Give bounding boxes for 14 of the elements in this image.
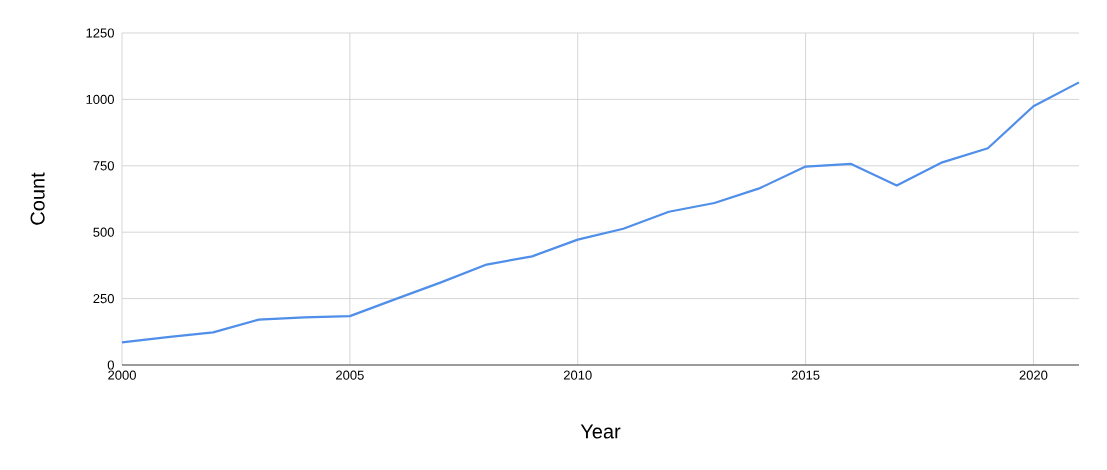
x-tick-label: 2010: [563, 370, 592, 380]
x-tick-label: 2000: [108, 370, 136, 380]
x-axis-title: Year: [580, 424, 621, 439]
y-tick-label: 1000: [86, 94, 114, 104]
line-series: [120, 81, 1081, 344]
x-tick-label: 2020: [1019, 370, 1048, 380]
y-tick-label: 1250: [86, 28, 114, 38]
x-tick-label: 2015: [791, 370, 820, 380]
y-tick-label: 0: [107, 360, 114, 370]
y-tick-label: 750: [93, 161, 114, 171]
y-tick-label: 250: [93, 293, 114, 304]
y-tick-label: 500: [93, 227, 114, 237]
x-tick-label: 2005: [336, 370, 364, 380]
y-axis-title: Count: [30, 172, 45, 225]
